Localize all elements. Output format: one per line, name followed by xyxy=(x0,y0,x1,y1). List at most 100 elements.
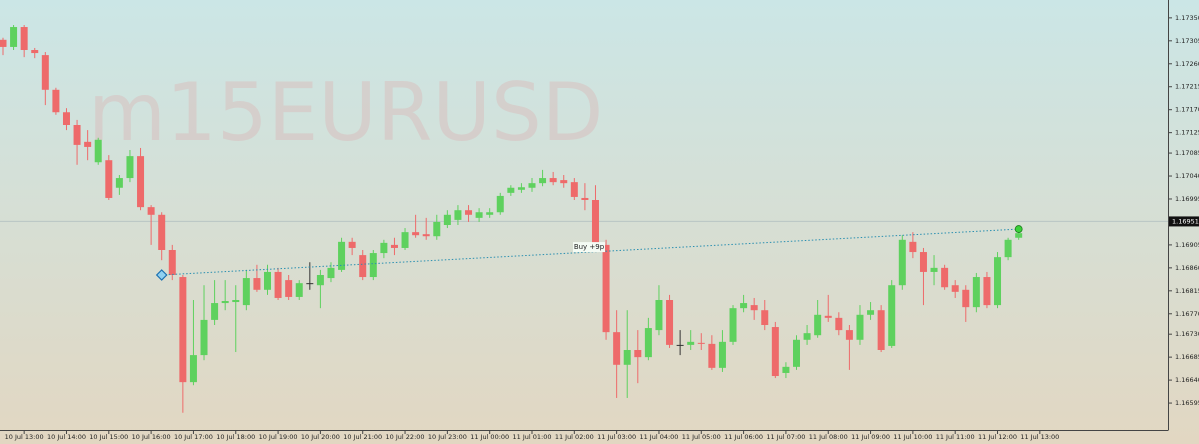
exit-marker xyxy=(1014,225,1023,233)
candle-body xyxy=(179,277,187,383)
candle-body xyxy=(433,221,441,237)
y-tick-label: 1.17085 xyxy=(1175,149,1199,157)
x-tick-label: 10 Jul 22:00 xyxy=(386,433,425,441)
x-tick-label: 11 Jul 06:00 xyxy=(724,433,763,441)
candle-body xyxy=(242,278,250,306)
candle-body xyxy=(401,232,409,248)
trade-label-bg xyxy=(573,242,605,253)
candle-body xyxy=(528,183,536,188)
candle-body xyxy=(147,207,155,215)
candle-body xyxy=(687,341,695,345)
y-tick-label: 1.16995 xyxy=(1175,195,1199,203)
x-tick-label: 11 Jul 03:00 xyxy=(597,433,636,441)
candle-body xyxy=(359,255,367,278)
candle-body xyxy=(369,253,377,278)
x-tick-label: 11 Jul 12:00 xyxy=(978,433,1017,441)
entry-marker xyxy=(155,269,168,281)
candle-body xyxy=(856,314,864,340)
candle-body xyxy=(105,160,113,198)
candle-body xyxy=(158,214,166,250)
candle-body xyxy=(0,39,7,47)
candle-body xyxy=(930,267,938,272)
y-tick-label: 1.17350 xyxy=(1175,14,1199,22)
candle-body xyxy=(486,212,494,215)
y-tick-label: 1.17305 xyxy=(1175,37,1199,45)
candle-body xyxy=(189,355,197,383)
y-tick-label: 1.16770 xyxy=(1175,310,1199,318)
x-tick-label: 10 Jul 16:00 xyxy=(132,433,171,441)
candle-body xyxy=(73,125,81,145)
candle-body xyxy=(94,139,102,163)
candle-body xyxy=(697,342,705,344)
current-price-tag xyxy=(1169,216,1199,227)
candle-body xyxy=(824,315,832,318)
candle-body xyxy=(718,341,726,368)
candle-body xyxy=(560,180,568,184)
candle-body xyxy=(295,283,303,297)
candle-body xyxy=(137,156,145,208)
watermark: m15EURUSD xyxy=(88,66,603,159)
candle-body xyxy=(316,275,324,286)
candle-body xyxy=(539,178,547,184)
candle-body xyxy=(729,308,737,342)
candle-body xyxy=(941,267,949,288)
y-tick-label: 1.16685 xyxy=(1175,353,1199,361)
candle-body xyxy=(782,366,790,373)
y-tick-label: 1.17215 xyxy=(1175,83,1199,91)
candle-body xyxy=(761,310,769,325)
candle-body xyxy=(443,214,451,225)
candle-body xyxy=(845,330,853,340)
candle-body xyxy=(126,156,134,179)
candle-body xyxy=(581,197,589,200)
candle-body xyxy=(602,244,610,333)
candle-body xyxy=(570,182,578,197)
candle-body xyxy=(52,89,60,113)
current-price-label: 1.16951 xyxy=(1172,217,1199,225)
x-tick-label: 11 Jul 08:00 xyxy=(809,433,848,441)
candle-body xyxy=(771,327,779,377)
candle-body xyxy=(232,300,240,303)
candle-body xyxy=(613,332,621,365)
candle-body xyxy=(253,278,261,290)
candle-body xyxy=(983,277,991,306)
candle-body xyxy=(666,300,674,345)
candle-body xyxy=(793,339,800,367)
candle-body xyxy=(1004,239,1012,258)
candle-body xyxy=(962,289,970,308)
candle-body xyxy=(676,344,684,346)
candle-body xyxy=(814,314,822,336)
candle-body xyxy=(200,319,208,356)
candle-body xyxy=(708,343,716,368)
candle-body xyxy=(465,210,473,215)
candle-body xyxy=(919,252,927,272)
candle-body xyxy=(285,280,293,297)
y-tick-label: 1.17125 xyxy=(1175,129,1199,137)
candle-body xyxy=(31,50,39,54)
y-tick-label: 1.16860 xyxy=(1175,264,1199,272)
x-tick-label: 11 Jul 00:00 xyxy=(470,433,509,441)
x-tick-label: 10 Jul 21:00 xyxy=(343,433,382,441)
candle-body xyxy=(496,195,504,213)
x-tick-label: 11 Jul 05:00 xyxy=(682,433,721,441)
candle-body xyxy=(507,187,515,193)
candle-body xyxy=(803,333,811,340)
candle-body xyxy=(306,283,314,285)
candle-body xyxy=(634,350,642,358)
candle-body xyxy=(380,242,388,254)
y-tick-label: 1.16815 xyxy=(1175,287,1199,295)
candle-body xyxy=(835,317,843,331)
candle-body xyxy=(168,250,176,275)
candle-body xyxy=(888,285,896,346)
x-tick-label: 10 Jul 13:00 xyxy=(5,433,44,441)
candle-body xyxy=(115,178,123,188)
y-tick-label: 1.17260 xyxy=(1175,60,1199,68)
x-tick-label: 11 Jul 01:00 xyxy=(513,433,552,441)
y-tick-label: 1.16730 xyxy=(1175,330,1199,338)
x-tick-label: 10 Jul 19:00 xyxy=(259,433,298,441)
x-tick-label: 11 Jul 11:00 xyxy=(936,433,975,441)
candle-body xyxy=(644,328,652,358)
candle-body xyxy=(62,112,70,125)
candle-body xyxy=(909,241,917,253)
